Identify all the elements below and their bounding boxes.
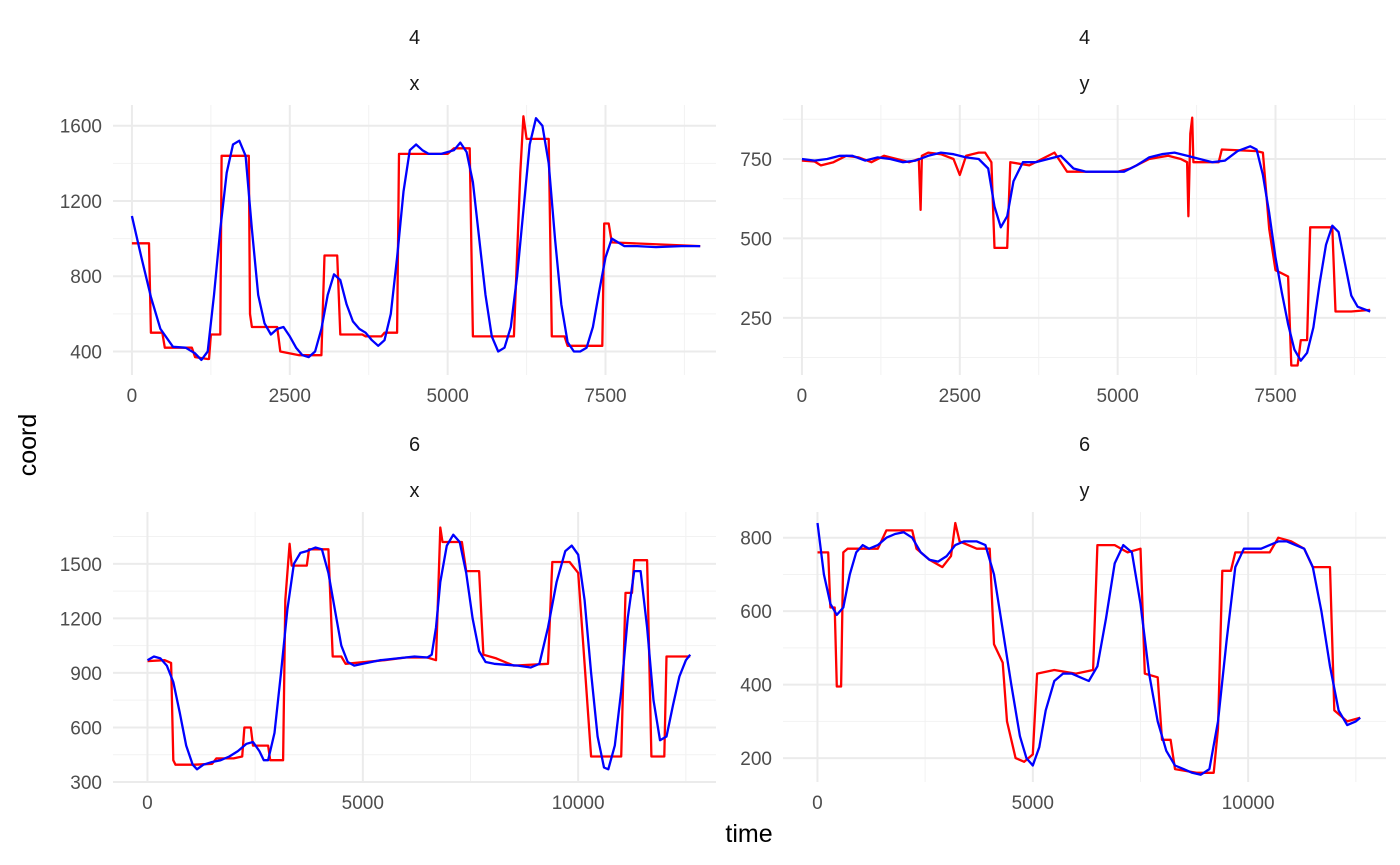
smoothed-series-line xyxy=(130,117,701,362)
x-tick-label: 5000 xyxy=(427,386,469,407)
facet-strip-label: y xyxy=(1080,480,1090,502)
panel-4-y: 0 2500 5000 7500 250 500 750 4 y xyxy=(740,27,1386,407)
y-tick-label: 250 xyxy=(740,309,772,330)
y-tick-label: 1200 xyxy=(60,609,102,630)
x-tick-label: 7500 xyxy=(584,386,626,407)
raw-series-line xyxy=(801,116,1371,367)
facet-strip-label: y xyxy=(1080,73,1090,95)
x-tick-label: 5000 xyxy=(1012,793,1054,814)
y-tick-label: 400 xyxy=(70,342,102,363)
y-tick-label: 1200 xyxy=(60,192,102,213)
facet-strip-label: 6 xyxy=(409,434,420,456)
raw-series-line xyxy=(817,521,1361,774)
x-tick-label: 0 xyxy=(812,793,823,814)
y-tick-label: 200 xyxy=(740,749,772,770)
x-tick-label: 0 xyxy=(127,386,138,407)
facet-strip-label: 4 xyxy=(409,27,420,49)
x-tick-label: 7500 xyxy=(1254,386,1296,407)
y-tick-label: 800 xyxy=(70,267,102,288)
x-tick-label: 5000 xyxy=(1097,386,1139,407)
x-tick-label: 5000 xyxy=(342,793,384,814)
y-axis-title: coord xyxy=(14,414,42,477)
panel-6-x: 0 5000 10000 300 600 900 1200 1500 6 x xyxy=(60,434,716,814)
facet-strip-label: x xyxy=(410,73,420,95)
y-tick-label: 400 xyxy=(740,676,772,697)
smoothed-series-line xyxy=(816,522,1361,776)
x-tick-label: 0 xyxy=(142,793,153,814)
y-tick-label: 1600 xyxy=(60,117,102,138)
raw-series-line xyxy=(131,115,701,361)
y-tick-label: 600 xyxy=(740,602,772,623)
y-tick-label: 900 xyxy=(70,664,102,685)
facet-strip-label: 6 xyxy=(1079,434,1090,456)
y-tick-label: 300 xyxy=(70,773,102,794)
y-tick-label: 750 xyxy=(740,150,772,171)
x-tick-label: 2500 xyxy=(269,386,311,407)
x-tick-label: 10000 xyxy=(1222,793,1275,814)
smoothed-series-line xyxy=(146,533,692,771)
y-tick-label: 500 xyxy=(740,229,772,250)
x-tick-label: 10000 xyxy=(552,793,605,814)
x-axis-title: time xyxy=(725,820,772,848)
facet-strip-label: 4 xyxy=(1079,27,1090,49)
panel-4-x: 0 2500 5000 7500 400 800 1200 1600 4 x xyxy=(60,27,716,407)
x-tick-label: 2500 xyxy=(939,386,981,407)
smoothed-series-line xyxy=(801,145,1371,362)
panel-6-y: 0 5000 10000 200 400 600 800 6 y xyxy=(740,434,1386,814)
x-tick-label: 0 xyxy=(797,386,808,407)
facet-strip-label: x xyxy=(410,480,420,502)
y-tick-label: 800 xyxy=(740,529,772,550)
y-tick-label: 600 xyxy=(70,718,102,739)
y-tick-label: 1500 xyxy=(60,555,102,576)
